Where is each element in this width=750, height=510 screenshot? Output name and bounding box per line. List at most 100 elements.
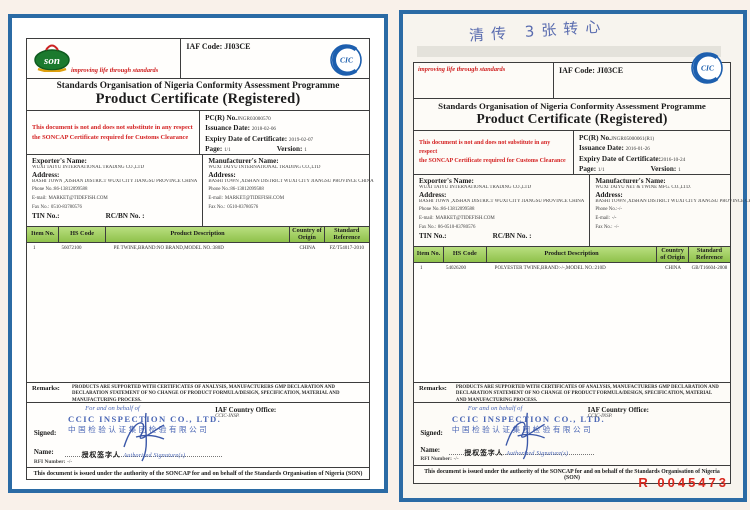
exporter-name: WUXI TAIYU INTERNATIONAL TRADING CO.,LTD (419, 185, 532, 191)
expiry-date: Expiry Date of Certificate: 2019-02-07 (205, 134, 314, 143)
certificate-document-right: improving life through standards IAF Cod… (413, 52, 750, 484)
issuance-date: Issuance Date: 2016-01-26 (578, 144, 650, 153)
product-table-body: 1 56072100 PE TWINE,BRAND:NO BRAND,MODEL… (27, 243, 369, 383)
cic-logo: CIC (691, 52, 723, 84)
exporter-address: BASHI TOWN ,XISHAN DISTRICT WUXI CITY JI… (419, 198, 585, 204)
exporter-email: E-mail: MARKET@TIDEFISH.COM (32, 195, 108, 201)
left-certificate-scan: son improving life through standards IAF… (8, 14, 388, 493)
parties-row: Exporter's Name: WUXI TAIYU INTERNATIONA… (27, 155, 374, 227)
iaf-country-office: IAF Country Office: CCIC-INSP. (587, 406, 649, 419)
behalf-line: For and on behalf of (85, 405, 140, 412)
name-label: Name: (420, 446, 441, 454)
header-row: son improving life through standards IAF… (27, 39, 369, 79)
footer-statement: This document is issued under the author… (414, 465, 730, 483)
signature-block: For and on behalf of CCIC INSPECTION CO.… (414, 403, 730, 465)
iaf-code-label: IAF Code: (558, 66, 595, 75)
country-of-origin: CHINA (665, 266, 682, 271)
rfi-number: RFI Number: -/- (420, 456, 459, 462)
standard-reference: GB/T16604-2008 (691, 266, 728, 271)
manufacturer-email: E-mail: MARKET@TIDEFISH.COM (208, 195, 285, 201)
manufacturer-fax: Fax No.: 0510-83780576 (208, 204, 259, 210)
exporter-block: Exporter's Name: WUXI TAIYU INTERNATIONA… (27, 155, 204, 226)
tin-rcbn-row: TIN No.: RC/BN No. : (419, 232, 532, 241)
certificate-title: Product Certificate (Registered) (95, 91, 301, 107)
country-of-origin: CHINA (299, 246, 316, 251)
pcr-number: PC(R) No.JNGR05000061(R1) (578, 134, 655, 142)
manufacturer-phone: Phone No.:86-13812099588 (208, 187, 264, 193)
iaf-code: IAF Code: JI03CE (181, 39, 315, 78)
son-logo-cell: son improving life through standards (27, 39, 182, 78)
rfi-number: RFI Number: -/- (33, 459, 73, 465)
disclaimer-text: This document is not and does not substi… (32, 123, 193, 141)
iaf-code-label: IAF Code: (186, 42, 223, 51)
page-version: Page: 1/1 Version: 1 (205, 145, 307, 154)
product-description: POLYESTER TWINE,BRAND:-/-,MODEL NO.:210D (494, 266, 606, 271)
exporter-phone: Phone No.:86-13812099588 (32, 187, 88, 193)
manufacturer-name: WUXI TAIYU NET & TWINE MFG. CO.,LTD. (595, 185, 691, 191)
manufacturer-block: Manufacturer's Name: WUXI TAIYU INTERNAT… (208, 157, 374, 210)
name-label: Name: (33, 448, 54, 456)
org-line: Standards Organisation of Nigeria Confor… (438, 101, 706, 111)
authorized-signature-label: 授权签字人 Authorized Signature(s) (464, 450, 569, 457)
cic-logo-cell: CIC (676, 52, 730, 98)
manufacturer-block: Manufacturer's Name: WUXI TAIYU NET & TW… (590, 175, 750, 246)
scan-artifact (417, 46, 721, 57)
item-no: 1 (33, 246, 36, 251)
table-row: 1 56072100 PE TWINE,BRAND:NO BRAND,MODEL… (27, 243, 369, 251)
exporter-name: WUXI TAIYU INTERNATIONAL TRADING CO.,LTD (32, 165, 145, 171)
signed-label: Signed: (420, 429, 443, 437)
exporter-email: E-mail: MARKET@TIDEFISH.COM (419, 215, 495, 221)
cic-logo: CIC (330, 44, 362, 76)
title-band: Standards Organisation of Nigeria Confor… (27, 79, 369, 111)
pcr-number: PC(R) No.JNGR03000570 (205, 114, 271, 122)
disclaimer-text: This document is not and does not substi… (419, 139, 566, 165)
hs-code: 56072100 (61, 246, 82, 251)
disclaimer-cell: This document is not and does not substi… (414, 131, 574, 174)
behalf-line: For and on behalf of (467, 405, 523, 412)
exporter-fax: Fax No.: 0510-83780576 (32, 204, 82, 210)
product-description: PE TWINE,BRAND:NO BRAND,MODEL NO.:380D (113, 246, 224, 251)
exporter-fax: Fax No.: 86-0510-83780576 (419, 224, 476, 230)
manufacturer-fax: Fax No.: -/- (595, 224, 619, 230)
iaf-code-value: JI03CE (224, 42, 251, 51)
footer-statement: This document is issued under the author… (27, 467, 369, 479)
svg-text:CIC: CIC (701, 64, 715, 73)
right-certificate-scan: 清传 3张转心 improving life through standards… (399, 10, 750, 502)
product-table-header: Item No. HS Code Product Description Cou… (27, 227, 369, 243)
disclaimer-cell: This document is not and does not substi… (27, 111, 201, 154)
header-row: improving life through standards IAF Cod… (414, 52, 730, 99)
signature-scribble (122, 412, 164, 462)
signed-label: Signed: (33, 429, 57, 437)
info-row: This document is not and does not substi… (414, 131, 730, 175)
standard-reference: FZ/T54017-2010 (329, 246, 364, 251)
manufacturer-phone: Phone No.:-/- (595, 207, 622, 213)
handwritten-note: 清传 3张转心 (468, 17, 608, 45)
red-serial-number: R 0045473 (638, 475, 729, 490)
svg-text:son: son (43, 55, 60, 67)
tagline-cell: improving life through standards (414, 63, 554, 98)
remarks-row: Remarks: PRODUCTS ARE SUPPORTED WITH CER… (414, 383, 730, 403)
exporter-phone: Phone No.:86-13812099588 (419, 207, 475, 213)
org-line: Standards Organisation of Nigeria Confor… (56, 81, 340, 91)
son-logo: son (34, 44, 70, 72)
iaf-code: IAF Code: JI03CE (554, 63, 676, 98)
iaf-code-value: JI03CE (596, 66, 624, 75)
expiry-date: Expiry Date of Certificate:2016-10-24 (578, 154, 686, 163)
item-no: 1 (420, 266, 423, 271)
ccic-name-cn: 中国检验认证集团检验有限公司 (451, 425, 594, 434)
exporter-block: Exporter's Name: WUXI TAIYU INTERNATIONA… (414, 175, 591, 246)
signature-scribble (505, 412, 545, 460)
cic-logo-cell: CIC (315, 39, 369, 78)
issuance-date: Issuance Date: 2018-02-06 (205, 124, 277, 133)
parties-row: Exporter's Name: WUXI TAIYU INTERNATIONA… (414, 175, 750, 247)
hs-code: 54026200 (446, 266, 467, 271)
certificate-meta: PC(R) No.JNGR05000061(R1) Issuance Date:… (574, 131, 730, 174)
tin-rcbn-row: TIN No.: RC/BN No. : (32, 212, 145, 221)
product-table-body: 1 54026200 POLYESTER TWINE,BRAND:-/-,MOD… (414, 263, 730, 383)
remarks-text: PRODUCTS ARE SUPPORTED WITH CERTIFICATES… (455, 385, 719, 403)
son-tagline: improving life through standards (418, 66, 506, 73)
product-table-header: Item No. HS Code Product Description Cou… (414, 247, 730, 263)
signature-block: For and on behalf of CCIC INSPECTION CO.… (27, 403, 369, 467)
manufacturer-address: BASHI TOWN ,XISHAN DISTRICT WUXI CITY JI… (595, 198, 750, 204)
page-version: Page: 1/1 Version: 1 (578, 165, 681, 174)
